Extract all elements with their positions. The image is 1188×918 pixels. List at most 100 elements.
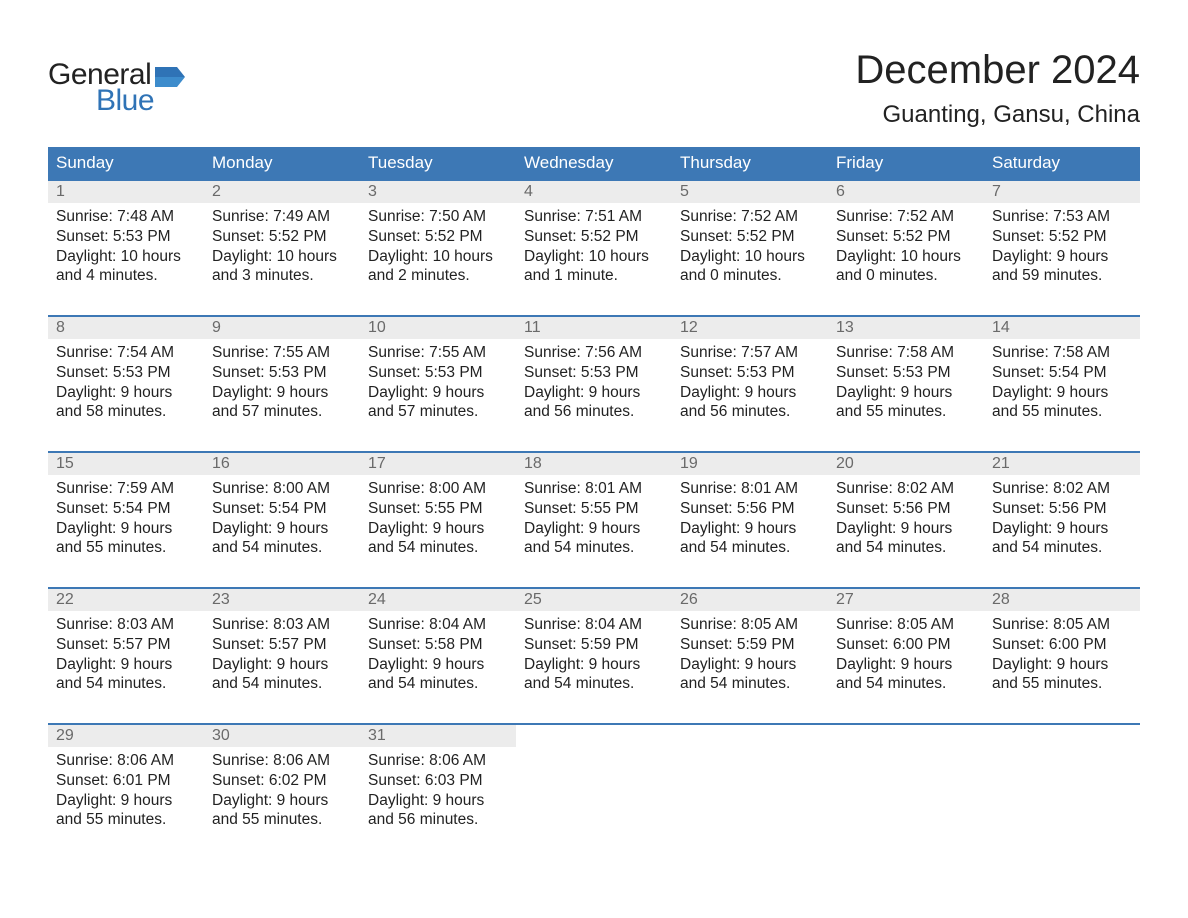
day-body: Sunrise: 7:54 AMSunset: 5:53 PMDaylight:… [48, 339, 204, 422]
logo-text-blue: Blue [48, 84, 185, 118]
day-sunset: Sunset: 5:53 PM [56, 227, 196, 247]
day-cell: 18Sunrise: 8:01 AMSunset: 5:55 PMDayligh… [516, 453, 672, 565]
day-body: Sunrise: 7:58 AMSunset: 5:53 PMDaylight:… [828, 339, 984, 422]
day-body: Sunrise: 7:53 AMSunset: 5:52 PMDaylight:… [984, 203, 1140, 286]
day-number: 7 [984, 181, 1140, 203]
day-cell: 3Sunrise: 7:50 AMSunset: 5:52 PMDaylight… [360, 181, 516, 293]
day-number: 29 [48, 725, 204, 747]
day-body: Sunrise: 7:58 AMSunset: 5:54 PMDaylight:… [984, 339, 1140, 422]
day-body: Sunrise: 7:48 AMSunset: 5:53 PMDaylight:… [48, 203, 204, 286]
day-daylight2: and 54 minutes. [836, 538, 976, 558]
day-daylight2: and 54 minutes. [56, 674, 196, 694]
day-daylight2: and 2 minutes. [368, 266, 508, 286]
day-cell: 22Sunrise: 8:03 AMSunset: 5:57 PMDayligh… [48, 589, 204, 701]
day-cell: 17Sunrise: 8:00 AMSunset: 5:55 PMDayligh… [360, 453, 516, 565]
day-daylight2: and 1 minute. [524, 266, 664, 286]
calendar: Sunday Monday Tuesday Wednesday Thursday… [48, 147, 1140, 837]
day-sunrise: Sunrise: 8:03 AM [56, 615, 196, 635]
day-daylight1: Daylight: 10 hours [56, 247, 196, 267]
day-daylight2: and 59 minutes. [992, 266, 1132, 286]
title-block: December 2024 Guanting, Gansu, China [855, 48, 1140, 129]
day-daylight2: and 54 minutes. [680, 674, 820, 694]
day-sunrise: Sunrise: 7:58 AM [992, 343, 1132, 363]
dow-monday: Monday [204, 147, 360, 179]
day-daylight1: Daylight: 9 hours [212, 655, 352, 675]
day-sunset: Sunset: 5:55 PM [524, 499, 664, 519]
day-body: Sunrise: 8:01 AMSunset: 5:55 PMDaylight:… [516, 475, 672, 558]
day-cell: 20Sunrise: 8:02 AMSunset: 5:56 PMDayligh… [828, 453, 984, 565]
day-daylight2: and 58 minutes. [56, 402, 196, 422]
day-number: 18 [516, 453, 672, 475]
day-body: Sunrise: 8:05 AMSunset: 6:00 PMDaylight:… [984, 611, 1140, 694]
week-row: 1Sunrise: 7:48 AMSunset: 5:53 PMDaylight… [48, 179, 1140, 293]
day-daylight2: and 55 minutes. [992, 674, 1132, 694]
day-number: 1 [48, 181, 204, 203]
day-number: 31 [360, 725, 516, 747]
day-number: 27 [828, 589, 984, 611]
day-sunrise: Sunrise: 8:02 AM [836, 479, 976, 499]
day-sunrise: Sunrise: 8:05 AM [836, 615, 976, 635]
day-sunset: Sunset: 5:52 PM [680, 227, 820, 247]
day-daylight1: Daylight: 9 hours [680, 383, 820, 403]
day-body: Sunrise: 7:51 AMSunset: 5:52 PMDaylight:… [516, 203, 672, 286]
day-cell: 12Sunrise: 7:57 AMSunset: 5:53 PMDayligh… [672, 317, 828, 429]
dow-wednesday: Wednesday [516, 147, 672, 179]
day-sunset: Sunset: 5:53 PM [56, 363, 196, 383]
day-body: Sunrise: 8:06 AMSunset: 6:02 PMDaylight:… [204, 747, 360, 830]
day-daylight2: and 0 minutes. [836, 266, 976, 286]
day-daylight2: and 54 minutes. [212, 674, 352, 694]
day-number: 16 [204, 453, 360, 475]
day-daylight1: Daylight: 9 hours [992, 655, 1132, 675]
day-number: 19 [672, 453, 828, 475]
day-number: 23 [204, 589, 360, 611]
day-daylight1: Daylight: 9 hours [836, 655, 976, 675]
day-body: Sunrise: 7:52 AMSunset: 5:52 PMDaylight:… [828, 203, 984, 286]
dow-sunday: Sunday [48, 147, 204, 179]
day-number: 11 [516, 317, 672, 339]
day-number: 13 [828, 317, 984, 339]
day-sunset: Sunset: 5:56 PM [836, 499, 976, 519]
day-cell: 24Sunrise: 8:04 AMSunset: 5:58 PMDayligh… [360, 589, 516, 701]
day-cell: 2Sunrise: 7:49 AMSunset: 5:52 PMDaylight… [204, 181, 360, 293]
day-daylight2: and 0 minutes. [680, 266, 820, 286]
day-cell [516, 725, 672, 837]
day-daylight2: and 55 minutes. [836, 402, 976, 422]
day-number: 25 [516, 589, 672, 611]
day-number: 9 [204, 317, 360, 339]
dow-thursday: Thursday [672, 147, 828, 179]
day-daylight1: Daylight: 9 hours [56, 383, 196, 403]
day-number: 30 [204, 725, 360, 747]
day-daylight2: and 3 minutes. [212, 266, 352, 286]
day-number: 12 [672, 317, 828, 339]
day-daylight2: and 54 minutes. [680, 538, 820, 558]
day-sunrise: Sunrise: 8:01 AM [680, 479, 820, 499]
days-of-week-header: Sunday Monday Tuesday Wednesday Thursday… [48, 147, 1140, 179]
day-body: Sunrise: 8:03 AMSunset: 5:57 PMDaylight:… [204, 611, 360, 694]
location: Guanting, Gansu, China [855, 101, 1140, 129]
day-cell: 27Sunrise: 8:05 AMSunset: 6:00 PMDayligh… [828, 589, 984, 701]
day-body: Sunrise: 8:06 AMSunset: 6:01 PMDaylight:… [48, 747, 204, 830]
day-daylight1: Daylight: 9 hours [680, 655, 820, 675]
day-sunset: Sunset: 5:56 PM [680, 499, 820, 519]
day-daylight1: Daylight: 9 hours [680, 519, 820, 539]
day-daylight2: and 54 minutes. [992, 538, 1132, 558]
day-daylight1: Daylight: 9 hours [992, 519, 1132, 539]
day-daylight1: Daylight: 10 hours [212, 247, 352, 267]
day-number: 24 [360, 589, 516, 611]
day-sunset: Sunset: 5:53 PM [368, 363, 508, 383]
week-spacer [48, 293, 1140, 315]
brand-logo: General Blue [48, 48, 185, 118]
day-sunrise: Sunrise: 7:55 AM [212, 343, 352, 363]
day-daylight2: and 56 minutes. [368, 810, 508, 830]
week-spacer [48, 701, 1140, 723]
day-sunset: Sunset: 5:59 PM [680, 635, 820, 655]
day-sunset: Sunset: 6:03 PM [368, 771, 508, 791]
day-sunset: Sunset: 6:01 PM [56, 771, 196, 791]
day-cell: 14Sunrise: 7:58 AMSunset: 5:54 PMDayligh… [984, 317, 1140, 429]
day-cell [984, 725, 1140, 837]
day-daylight2: and 54 minutes. [524, 538, 664, 558]
day-cell: 6Sunrise: 7:52 AMSunset: 5:52 PMDaylight… [828, 181, 984, 293]
day-number: 8 [48, 317, 204, 339]
day-sunrise: Sunrise: 8:03 AM [212, 615, 352, 635]
day-sunrise: Sunrise: 8:00 AM [368, 479, 508, 499]
